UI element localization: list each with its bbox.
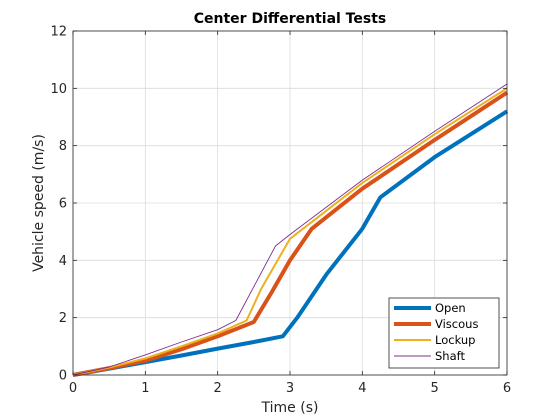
y-tick-label: 0	[59, 369, 67, 384]
x-tick-label: 4	[358, 381, 366, 396]
legend-label-viscous: Viscous	[435, 317, 478, 331]
legend-label-open: Open	[435, 301, 466, 315]
x-tick-label: 6	[503, 381, 511, 396]
y-tick-label: 4	[59, 254, 67, 269]
x-tick-label: 5	[431, 381, 439, 396]
legend: Open Viscous Lockup Shaft	[388, 297, 500, 369]
x-axis-label: Time (s)	[261, 400, 319, 416]
y-axis-label: Vehicle speed (m/s)	[31, 134, 47, 272]
y-tick-label: 8	[59, 139, 67, 154]
y-tick-label: 12	[50, 25, 67, 40]
legend-label-shaft: Shaft	[435, 349, 465, 363]
x-tick-label: 3	[286, 381, 294, 396]
series-line-lockup	[72, 87, 508, 376]
chart-title: Center Differential Tests	[194, 11, 386, 27]
series-lines	[72, 83, 509, 377]
y-tick-label: 6	[59, 197, 67, 212]
legend-label-lockup: Lockup	[435, 333, 475, 347]
y-tick-label: 2	[59, 311, 67, 326]
x-tick-label: 2	[214, 381, 222, 396]
y-tick-label: 10	[50, 82, 67, 97]
x-tick-label: 1	[141, 381, 149, 396]
x-tick-label: 0	[69, 381, 77, 396]
series-line-viscous	[72, 90, 509, 377]
series-line-shaft	[72, 83, 508, 376]
